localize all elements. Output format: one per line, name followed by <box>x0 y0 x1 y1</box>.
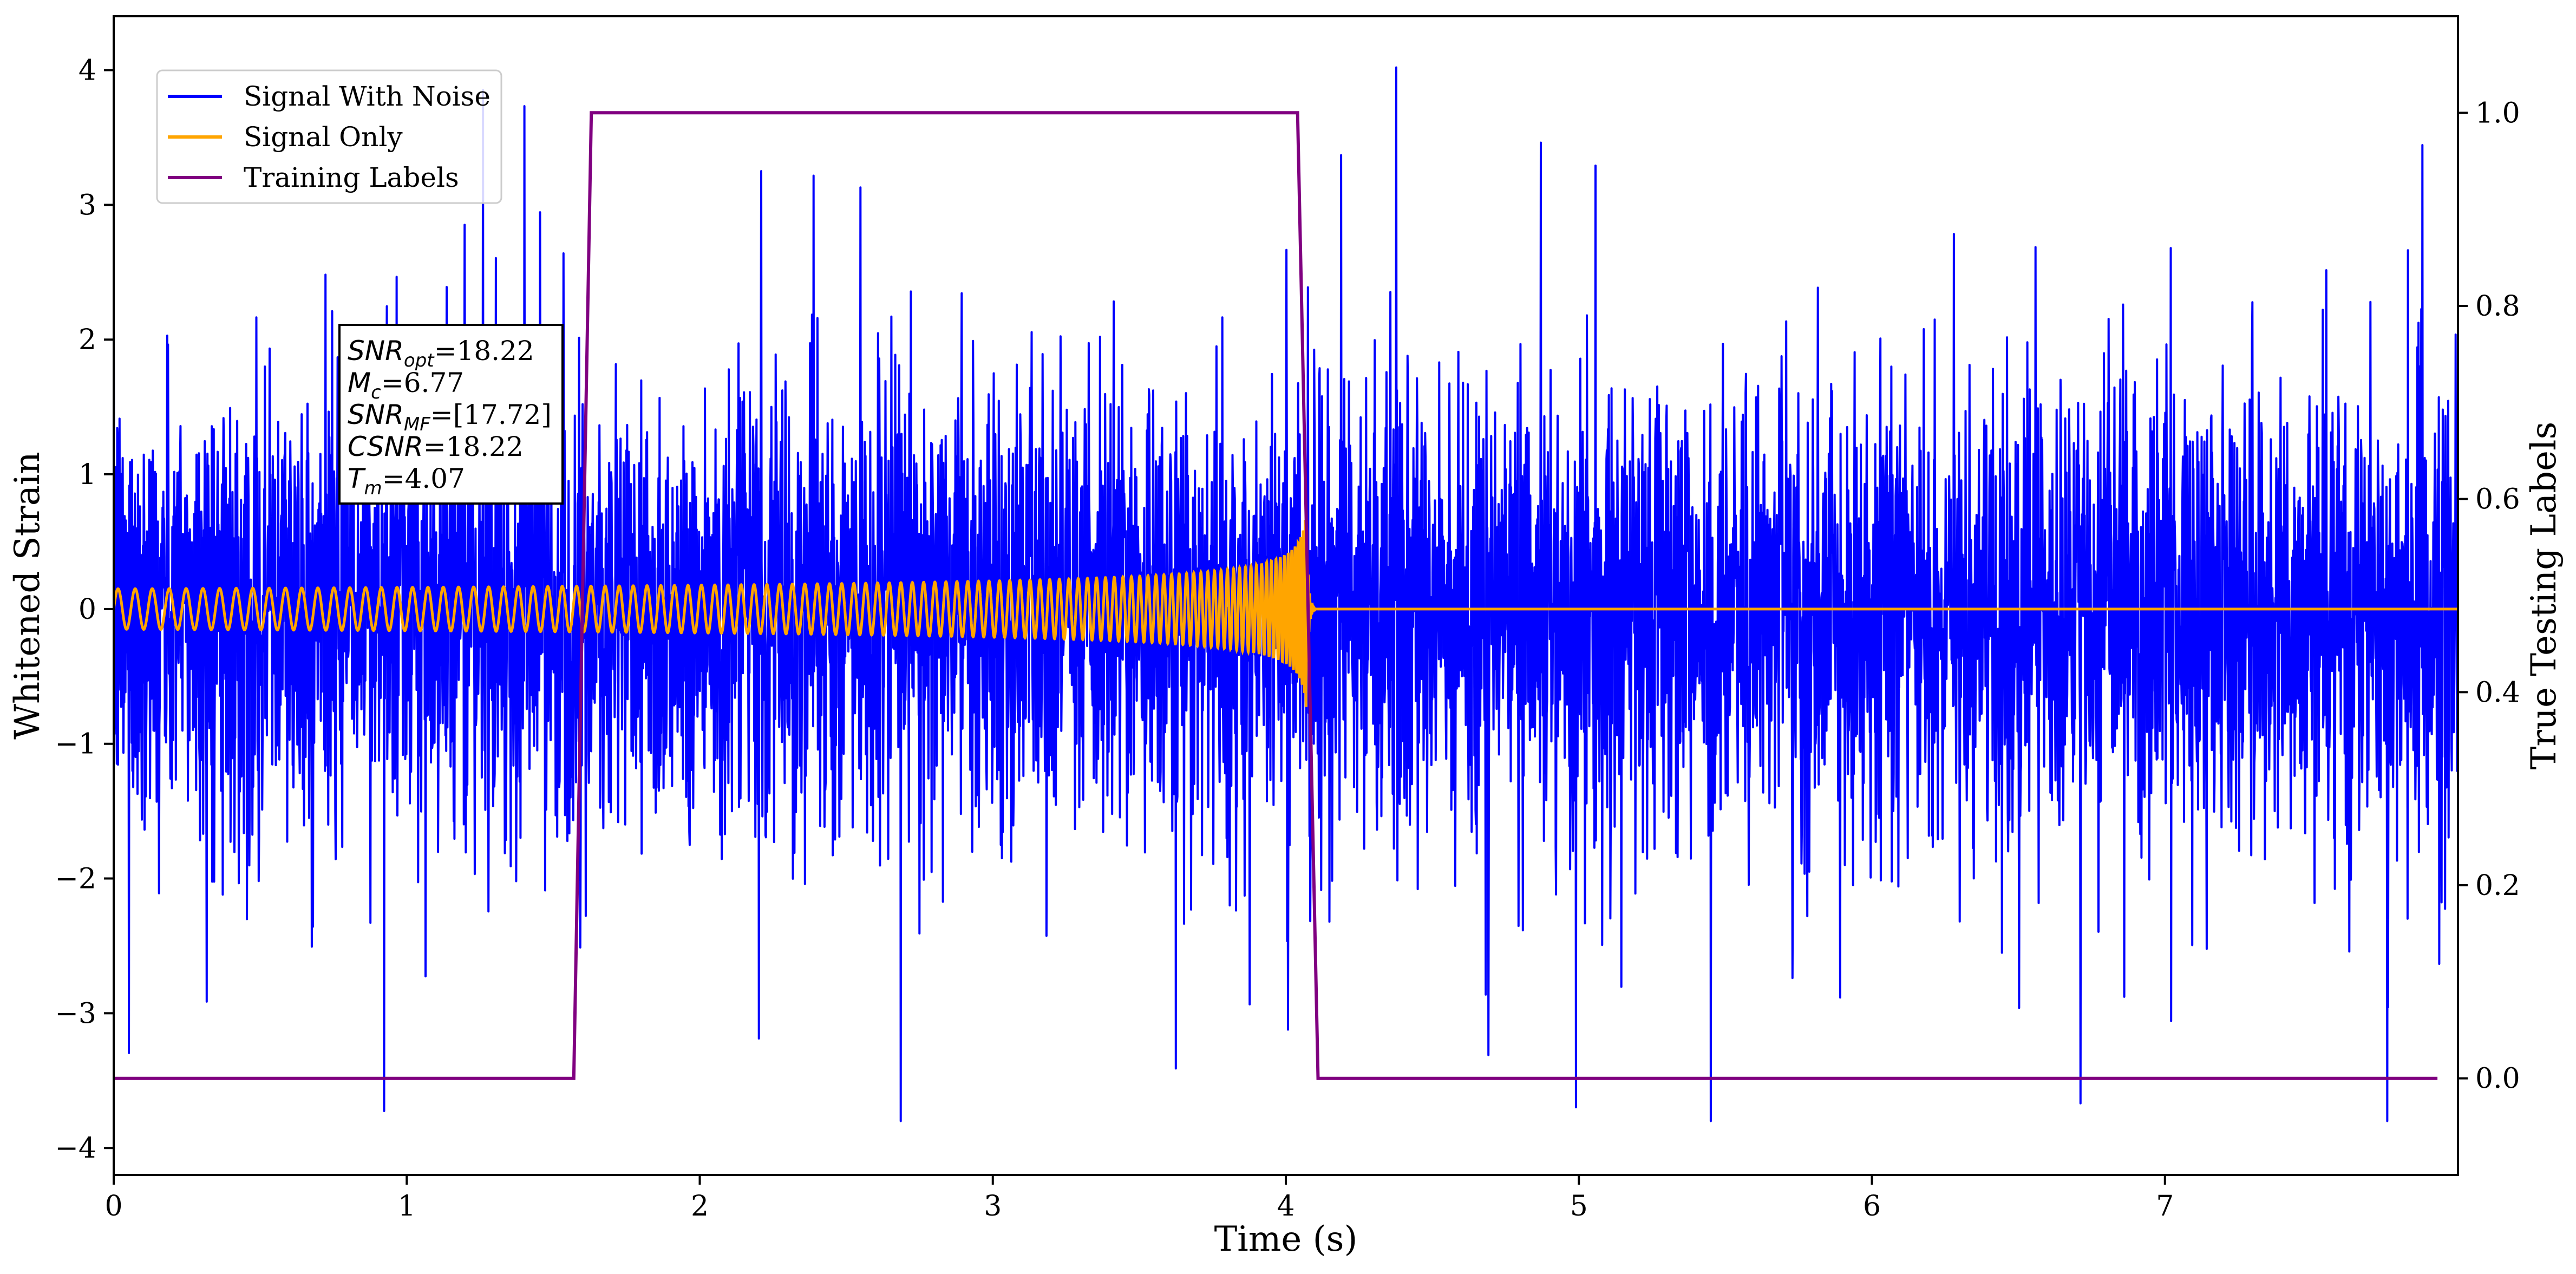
series-signal-only <box>114 520 2458 707</box>
x-axis-ticks: 0 1 2 3 4 5 6 7 <box>104 1175 2174 1223</box>
y-tick-label: 1 <box>79 459 96 491</box>
series-training-labels <box>114 111 2438 1080</box>
annotation-box <box>338 324 564 505</box>
y2-tick-label: 0.0 <box>2475 1063 2520 1095</box>
y-tick-label: −4 <box>55 1132 96 1165</box>
y2-tick-label: 0.2 <box>2475 870 2520 902</box>
annotation-line-merger-time: Tm=4.07 <box>348 463 465 499</box>
series-layer <box>114 66 2458 1122</box>
y2-axis-ticks: 0.0 0.2 0.4 0.6 0.8 1.0 <box>2458 97 2520 1095</box>
x-tick-label: 7 <box>2156 1190 2174 1223</box>
x-axis-label: Time (s) <box>1214 1219 1358 1259</box>
x-tick-label: 6 <box>1863 1190 1881 1223</box>
stats-annotation: SNRopt=18.22 Mc=6.77 SNRMF=[17.72] CSNR=… <box>338 324 564 505</box>
x-tick-label: 5 <box>1570 1190 1588 1223</box>
x-tick-label: 2 <box>691 1190 709 1223</box>
y2-tick-label: 0.8 <box>2475 290 2520 323</box>
y-tick-label: 4 <box>79 55 96 87</box>
x-tick-label: 3 <box>984 1190 1002 1223</box>
legend-label-training-labels: Training Labels <box>244 162 459 193</box>
legend: Signal With Noise Signal Only Training L… <box>156 69 502 204</box>
y-axis-label: Whitened Strain <box>8 452 48 739</box>
legend-box <box>156 69 502 204</box>
y2-tick-label: 0.6 <box>2475 484 2520 516</box>
y-tick-label: 0 <box>79 593 96 626</box>
annotation-line-csnr: CSNR=18.22 <box>348 431 524 462</box>
y-tick-label: 2 <box>79 324 96 356</box>
x-tick-label: 4 <box>1277 1190 1294 1223</box>
y-tick-label: −3 <box>55 997 96 1030</box>
legend-label-signal-only: Signal Only <box>244 121 403 153</box>
y-tick-label: 3 <box>79 189 96 221</box>
annotation-line-chirp-mass: Mc=6.77 <box>348 367 464 403</box>
annotation-line-snr-mf: SNRMF=[17.72] <box>348 399 552 435</box>
y2-axis-label: True Testing Labels <box>2524 422 2564 770</box>
y-tick-label: −1 <box>55 728 96 761</box>
y-tick-label: −2 <box>55 863 96 896</box>
legend-label-signal-with-noise: Signal With Noise <box>244 81 491 112</box>
x-tick-label: 1 <box>398 1190 416 1223</box>
y2-tick-label: 0.4 <box>2475 676 2520 709</box>
y2-tick-label: 1.0 <box>2475 97 2520 129</box>
y-axis-ticks: −4 −3 −2 −1 0 1 2 3 4 <box>55 55 114 1165</box>
x-tick-label: 0 <box>104 1190 122 1223</box>
annotation-line-snr-opt: SNRopt=18.22 <box>348 335 534 371</box>
